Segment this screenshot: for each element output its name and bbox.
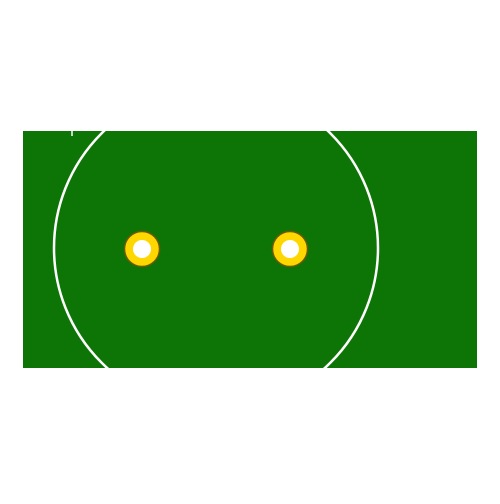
right-pad (271, 230, 309, 268)
left-pad (123, 230, 161, 268)
green-board (23, 131, 477, 368)
white-circle-outline (52, 131, 380, 368)
right-pad-hole (281, 240, 299, 258)
left-pad-hole (133, 240, 151, 258)
